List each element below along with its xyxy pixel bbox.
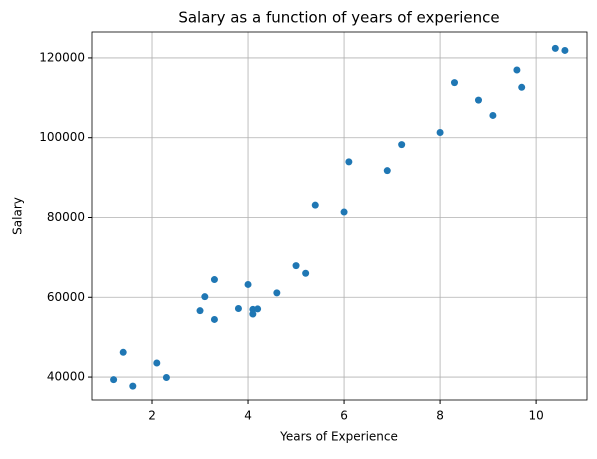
chart-title: Salary as a function of years of experie…	[178, 9, 499, 27]
y-tick-label: 40000	[47, 370, 85, 384]
point	[311, 201, 319, 209]
point	[162, 373, 170, 381]
x-tick-label: 6	[340, 409, 348, 423]
point	[518, 83, 526, 91]
point	[340, 208, 348, 216]
y-tick-label: 60000	[47, 290, 85, 304]
point	[201, 293, 209, 301]
point	[450, 79, 458, 87]
y-tick-label: 120000	[39, 50, 85, 64]
point	[561, 46, 569, 54]
x-tick-label: 2	[148, 409, 156, 423]
point	[513, 66, 521, 74]
point	[119, 348, 127, 356]
point	[398, 141, 406, 149]
point	[210, 276, 218, 284]
y-axis-label: Salary	[11, 197, 25, 235]
x-tick-label: 10	[528, 409, 543, 423]
point	[244, 280, 252, 288]
x-axis-label: Years of Experience	[279, 430, 398, 444]
point	[489, 111, 497, 119]
plot-frame	[91, 31, 588, 401]
point	[345, 158, 353, 166]
point	[210, 315, 218, 323]
point	[153, 359, 161, 367]
point	[383, 167, 391, 175]
point	[196, 307, 204, 315]
point	[129, 382, 137, 390]
point	[292, 262, 300, 270]
point	[110, 376, 118, 384]
point	[302, 269, 310, 277]
x-tick-label: 8	[436, 409, 444, 423]
point	[273, 289, 281, 297]
y-tick-label: 100000	[39, 130, 85, 144]
point	[551, 44, 559, 52]
point	[254, 305, 262, 313]
point	[474, 96, 482, 104]
point	[234, 304, 242, 312]
y-tick-label: 80000	[47, 210, 85, 224]
x-tick-label: 4	[244, 409, 252, 423]
point	[436, 129, 444, 137]
